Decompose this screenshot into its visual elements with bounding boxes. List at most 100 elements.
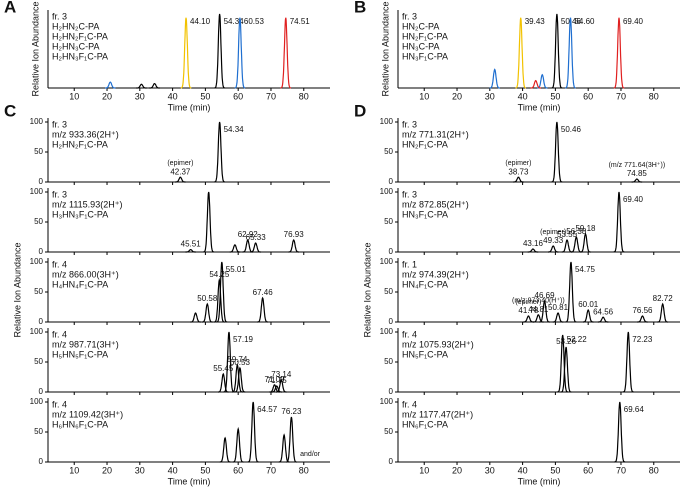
peak-label: 59.18 (575, 224, 596, 233)
peak-label: 76.56 (632, 306, 653, 315)
y-tick-label: 100 (30, 257, 44, 266)
y-tick-label: 100 (30, 187, 44, 196)
y-tick-label: 50 (34, 287, 43, 296)
x-tick-label: 70 (266, 465, 276, 475)
peak (214, 277, 225, 323)
fraction-label: fr. 3 (52, 11, 67, 21)
x-tick-label: 50 (200, 465, 210, 475)
fraction-label: fr. 3 (402, 189, 417, 199)
x-tick-label: 60 (583, 465, 593, 475)
peak (149, 82, 160, 89)
peak (533, 314, 544, 323)
x-tick-label: 80 (649, 465, 659, 475)
fraction-label: fr. 4 (52, 259, 67, 269)
y-tick-label: 50 (34, 357, 43, 366)
y-tick-label: 0 (39, 457, 44, 466)
peak-label: 53.26 (556, 337, 577, 346)
peak-label: 46.69 (535, 291, 556, 300)
peak (234, 17, 246, 89)
peak-label: 73.14 (271, 370, 292, 379)
peak (537, 73, 548, 89)
series-name: H₃HN₃F₁C-PA (52, 209, 108, 219)
y-tick-label: 0 (389, 177, 394, 186)
peak (250, 242, 261, 253)
peak-label: 55.01 (226, 265, 247, 274)
peak (530, 79, 541, 89)
fraction-label: fr. 4 (52, 329, 67, 339)
peak (561, 239, 573, 253)
peak (565, 17, 576, 89)
y-axis-title: Relative Ion Abundance (12, 242, 22, 337)
peak-label: 57.19 (233, 335, 254, 344)
peak-label: 53.55 (557, 230, 578, 239)
peak-note: (epimer) (167, 160, 193, 167)
peak-label: 82.72 (653, 294, 674, 303)
peak (527, 248, 539, 253)
peak-label: 71.09 (265, 375, 286, 384)
x-tick-label: 30 (135, 91, 145, 101)
x-tick-label: 80 (299, 465, 309, 475)
peak (513, 176, 524, 183)
peak-label: 54.34 (224, 17, 245, 26)
peak-label: 69.40 (623, 17, 644, 26)
mz-label: m/z 933.36(2H⁺) (52, 129, 119, 139)
y-tick-label: 100 (380, 257, 394, 266)
y-axis-title: Relative Ion Abundance (380, 1, 390, 96)
x-tick-label: 80 (649, 91, 659, 101)
peak (548, 245, 559, 253)
series-name: HN₆F₁C-PA (402, 419, 448, 429)
x-tick-label: 30 (485, 91, 495, 101)
fraction-label: fr. 3 (402, 119, 417, 129)
peak (175, 176, 186, 183)
x-tick-label: 80 (299, 91, 309, 101)
series-name: HN₄F₁C-PA (402, 279, 448, 289)
x-tick-label: 50 (550, 91, 560, 101)
peak-label: 60.01 (578, 300, 599, 309)
peak (286, 416, 297, 463)
peak (218, 372, 229, 393)
peak-label: 72.23 (632, 335, 653, 344)
peak (214, 121, 226, 183)
peak (551, 121, 563, 183)
peak (105, 81, 116, 89)
x-tick-label: 70 (266, 91, 276, 101)
peak-label: 60.53 (230, 358, 251, 367)
x-axis-title: Time (min) (518, 476, 561, 486)
peak (232, 426, 244, 463)
mz-label: m/z 771.31(2H⁺) (402, 129, 469, 139)
peak-label: 43.16 (523, 239, 544, 248)
peak-label: 62.92 (238, 230, 259, 239)
series-name: H₂HN₂F₁C-PA (52, 139, 108, 149)
y-tick-label: 0 (389, 247, 394, 256)
peak (571, 235, 582, 253)
x-tick-label: 30 (135, 465, 145, 475)
peak-label: 59.74 (227, 355, 248, 364)
peak (560, 346, 572, 393)
mz-label: m/z 974.39(2H⁺) (402, 269, 469, 279)
peak (278, 433, 290, 463)
peak (515, 17, 527, 89)
panel-label: C (4, 101, 16, 120)
peak (203, 191, 215, 253)
peak-label: 76.93 (284, 230, 305, 239)
fraction-label: fr. 3 (402, 11, 417, 21)
peak (557, 334, 569, 393)
mz-label: m/z 1109.42(3H⁺) (52, 409, 123, 419)
peak (214, 13, 226, 89)
x-tick-label: 10 (419, 91, 429, 101)
series-name: H₂HN₃C-PA (52, 41, 100, 51)
mz-label: m/z 1177.47(2H⁺) (402, 409, 473, 419)
panel-label: A (4, 0, 16, 16)
series-name: HN₃F₁C-PA (402, 209, 448, 219)
peak-label: 50.81 (548, 303, 569, 312)
peak (539, 299, 550, 323)
peak (234, 366, 246, 393)
peak (657, 302, 668, 323)
y-tick-label: 0 (39, 387, 44, 396)
x-tick-label: 30 (485, 465, 495, 475)
peak (583, 309, 594, 323)
x-tick-label: 20 (452, 91, 462, 101)
x-tick-label: 40 (518, 465, 528, 475)
peak-label: 42.37 (170, 167, 191, 176)
peak-label: 38.73 (508, 167, 529, 176)
